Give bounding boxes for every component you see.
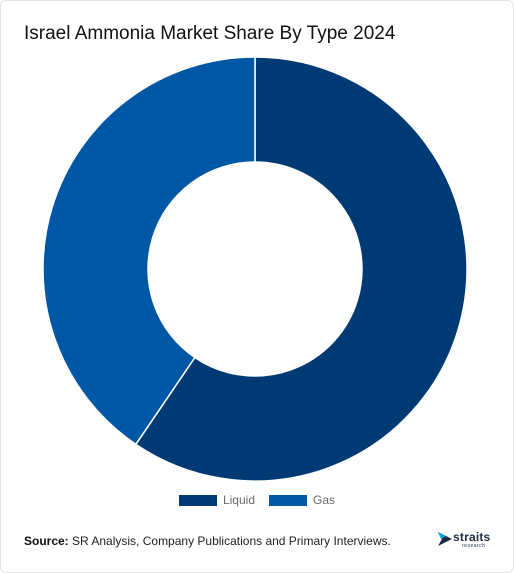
- legend-swatch-liquid: [178, 494, 217, 506]
- chart-title: Israel Ammonia Market Share By Type 2024: [24, 23, 396, 44]
- source-note: Source: SR Analysis, Company Publication…: [24, 534, 391, 548]
- straits-research-logo: straits research: [437, 529, 495, 551]
- logo-wordmark: straits: [453, 530, 491, 544]
- straits-arrow-icon: [438, 532, 452, 546]
- source-label: Source:: [24, 534, 69, 548]
- logo-subtext: research: [462, 543, 486, 549]
- legend-item-liquid[interactable]: Liquid: [178, 493, 255, 507]
- legend-label-gas: Gas: [313, 493, 336, 507]
- legend-label-liquid: Liquid: [222, 493, 255, 507]
- source-text: SR Analysis, Company Publications and Pr…: [72, 534, 391, 548]
- donut-slice-gas[interactable]: [42, 56, 256, 446]
- chart-legend: Liquid Gas: [1, 493, 513, 507]
- donut-slice-liquid[interactable]: [134, 56, 468, 482]
- legend-item-gas[interactable]: Gas: [269, 493, 335, 507]
- legend-swatch-gas: [269, 494, 307, 506]
